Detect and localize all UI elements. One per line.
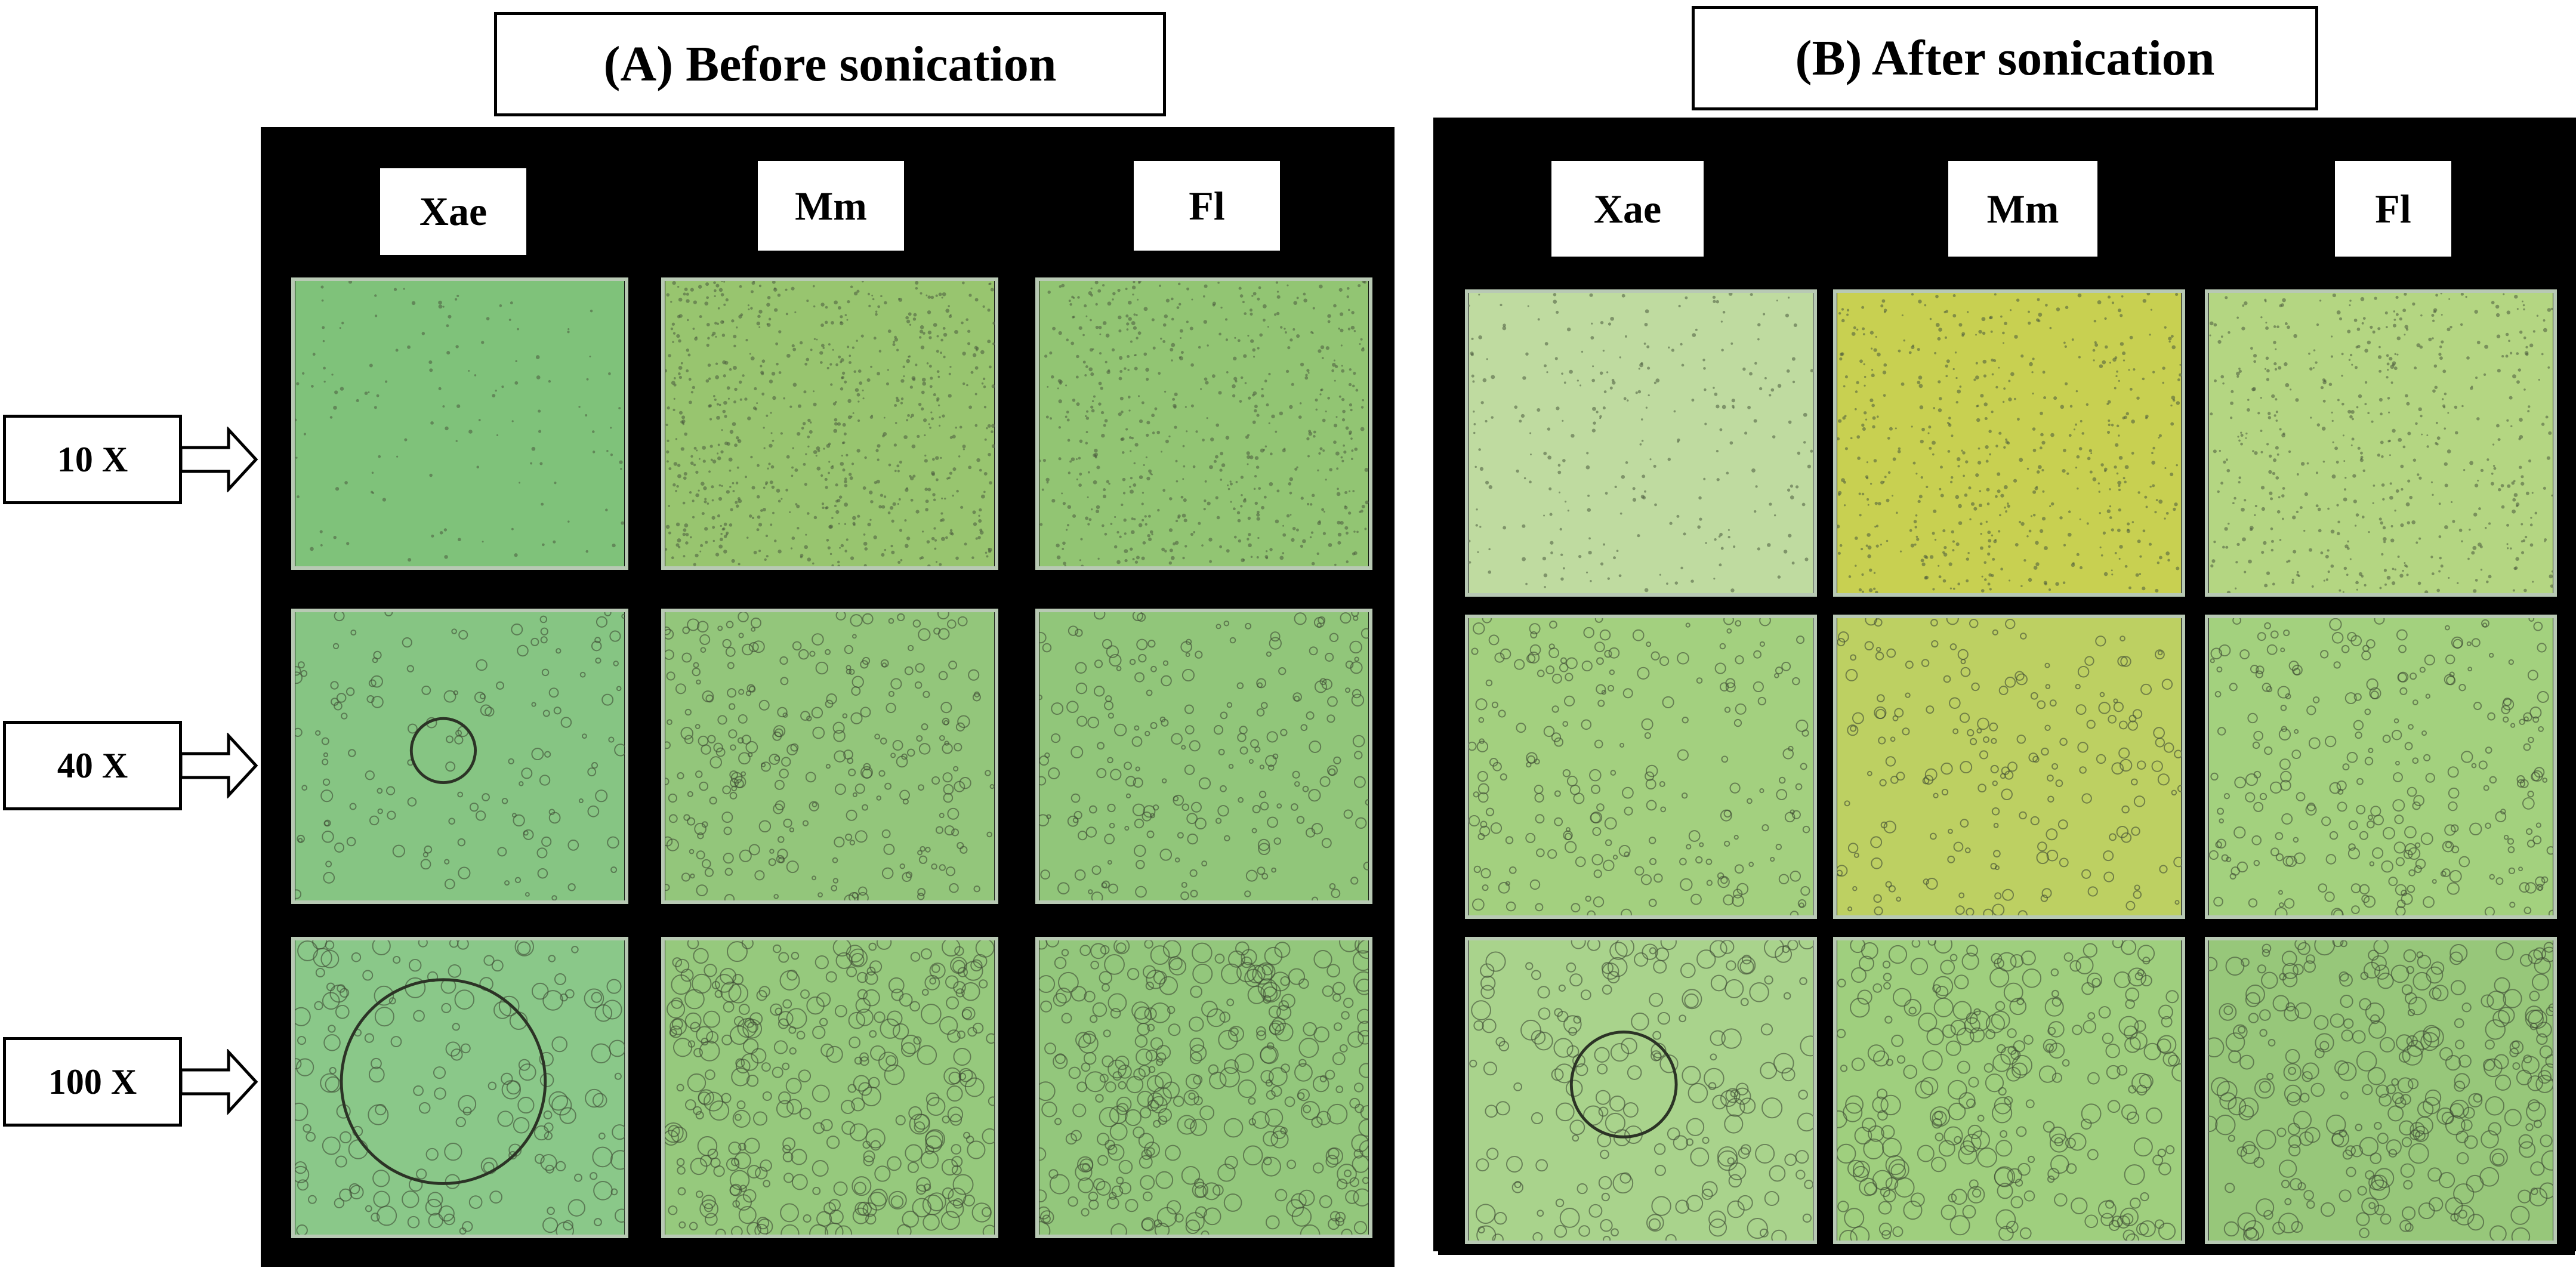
micrograph-b-fl-10x: [2205, 289, 2557, 597]
right-arrow-icon: [181, 427, 258, 492]
column-label-fl: Fl: [2335, 161, 2451, 257]
micrograph-b-mm-40x: [1833, 615, 2185, 919]
micrograph-a-mm-40x: [661, 609, 998, 904]
magnification-label-40x: 40 X: [3, 718, 258, 813]
magnification-text: 40 X: [3, 721, 182, 810]
micrograph-b-xae-10x: [1465, 289, 1817, 597]
micrograph-a-fl-40x: [1035, 609, 1372, 904]
micrograph-b-fl-100x: [2205, 937, 2557, 1244]
column-label-mm: Mm: [1948, 161, 2097, 257]
panel-a-title: (A) Before sonication: [494, 12, 1166, 116]
micrograph-a-mm-100x: [661, 937, 998, 1238]
right-arrow-icon: [181, 1049, 258, 1115]
micrograph-a-mm-10x: [661, 277, 998, 570]
column-label-xae: Xae: [380, 168, 526, 255]
micrograph-a-fl-100x: [1035, 937, 1372, 1238]
magnification-label-10x: 10 X: [3, 412, 258, 507]
column-label-fl: Fl: [1134, 161, 1280, 251]
right-arrow-icon: [181, 733, 258, 798]
micrograph-b-mm-100x: [1833, 937, 2185, 1244]
micrograph-b-fl-40x: [2205, 615, 2557, 919]
column-label-xae: Xae: [1551, 161, 1704, 257]
column-label-mm: Mm: [758, 161, 904, 251]
micrograph-a-xae-40x: [291, 609, 628, 904]
micrograph-b-mm-10x: [1833, 289, 2185, 597]
magnification-label-100x: 100 X: [3, 1034, 258, 1130]
micrograph-a-xae-10x: [291, 277, 628, 570]
micrograph-b-xae-100x: [1465, 937, 1817, 1244]
micrograph-a-xae-100x: [291, 937, 628, 1238]
micrograph-b-xae-40x: [1465, 615, 1817, 919]
magnification-text: 10 X: [3, 415, 182, 504]
micrograph-a-fl-10x: [1035, 277, 1372, 570]
panel-b-bottom-rule: [1438, 1250, 2575, 1255]
panel-b-title: (B) After sonication: [1692, 6, 2318, 110]
magnification-text: 100 X: [3, 1037, 182, 1127]
